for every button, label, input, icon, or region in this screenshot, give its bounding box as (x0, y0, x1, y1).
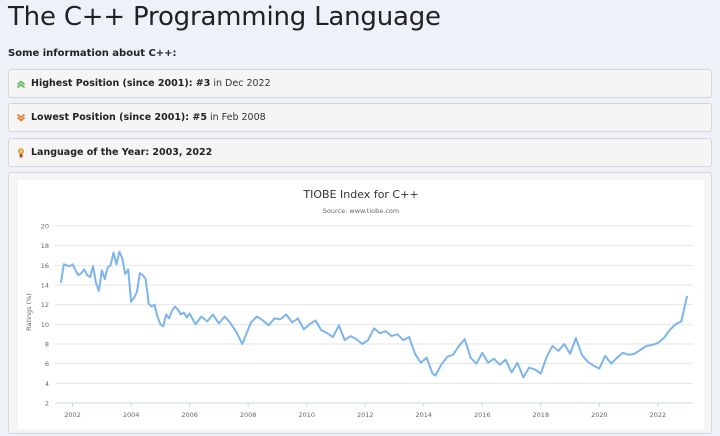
y-axis-label: Ratings (%) (25, 293, 33, 331)
language-of-year-box: Language of the Year: 2003, 2022 (8, 138, 712, 167)
series-layer (59, 250, 689, 379)
chart-card: TIOBE Index for C++ Source: www.tiobe.co… (8, 172, 712, 434)
y-tick-label: 18 (41, 242, 49, 250)
x-tick-label: 2016 (474, 411, 491, 419)
y-tick-label: 16 (41, 262, 49, 270)
series-line-cpp (59, 250, 689, 379)
y-tick-label: 20 (41, 223, 49, 231)
x-tick-label: 2006 (181, 411, 198, 419)
chart-container: TIOBE Index for C++ Source: www.tiobe.co… (18, 180, 704, 429)
highest-position-box: Highest Position (since 2001): #3 in Dec… (8, 69, 712, 98)
y-tick-label: 2 (45, 400, 49, 408)
x-tick-label: 2010 (298, 411, 315, 419)
x-tick-label: 2002 (64, 411, 81, 419)
trophy-icon (15, 147, 27, 159)
language-of-year-label: Language of the Year: 2003, 2022 (31, 147, 213, 158)
page-title: The C++ Programming Language (8, 2, 441, 32)
x-tick-label: 2020 (591, 411, 608, 419)
x-tick-label: 2004 (123, 411, 140, 419)
x-tick-label: 2014 (415, 411, 432, 419)
y-tick-label: 10 (41, 321, 49, 329)
tiobe-line-chart: TIOBE Index for C++ Source: www.tiobe.co… (25, 188, 693, 420)
y-tick-label: 6 (45, 360, 49, 368)
chart-title: TIOBE Index for C++ (302, 188, 418, 201)
grid-layer (55, 225, 693, 407)
y-tick-label: 8 (45, 341, 49, 349)
tick-labels: 2 4 6 8 10 12 14 16 18 20 2002 2004 2006 2008 2010 2012… (41, 223, 666, 420)
lowest-position-label: Lowest Position (since 2001): #5 (31, 112, 207, 123)
highest-position-label: Highest Position (since 2001): #3 (31, 78, 211, 89)
lowest-position-box: Lowest Position (since 2001): #5 in Feb … (8, 103, 712, 132)
chart-subtitle: Source: www.tiobe.com (323, 207, 399, 215)
lowest-position-date: in Feb 2008 (209, 112, 266, 123)
x-tick-label: 2012 (357, 411, 374, 419)
highest-position-date: in Dec 2022 (213, 78, 271, 89)
x-tick-label: 2022 (650, 411, 667, 419)
x-tick-label: 2018 (533, 411, 550, 419)
y-tick-label: 4 (45, 380, 49, 388)
double-chevron-down-icon (15, 112, 27, 124)
intro-text: Some information about C++: (8, 48, 177, 59)
x-tick-label: 2008 (240, 411, 257, 419)
y-tick-label: 14 (41, 282, 49, 290)
y-tick-label: 12 (41, 301, 49, 309)
double-chevron-up-icon (15, 78, 27, 90)
